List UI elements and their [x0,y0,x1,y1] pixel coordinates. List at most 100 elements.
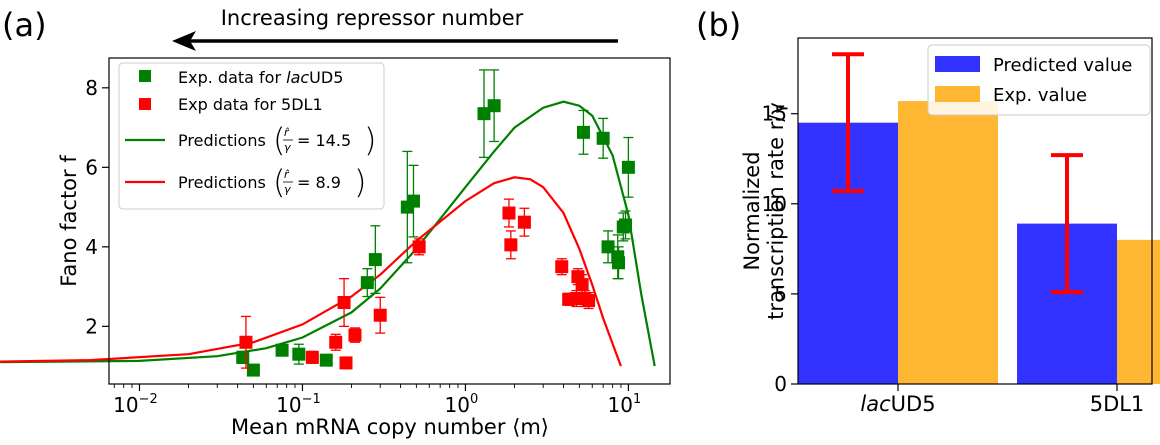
green_line-curve [0,100,656,367]
legend-label-red-points: Exp data for 5DL1 [178,95,323,114]
green_points-point-11 [576,109,590,155]
green_points-point-3 [292,343,306,365]
x-tick-label-0: 10−2 [113,392,158,417]
legend-label-green-line: Predictions [178,131,266,150]
b-y-tick-label-1: 5 [774,282,787,306]
marker [575,278,589,292]
panel-a-legend-box [118,62,385,210]
red_points-point-10 [517,207,531,237]
panel-b-legend-box [927,44,1151,116]
svg-text:r̂: r̂ [284,126,290,139]
arrow-head-icon [172,31,196,51]
red_points-point-4 [339,356,353,370]
marker [406,194,420,208]
panel-a-xlabel: Mean mRNA copy number ⟨m⟩ [231,415,549,439]
svg-text:= 8.9: = 8.9 [297,173,341,192]
svg-text:(: ( [273,121,285,159]
red_points-point-0 [239,315,253,369]
marker [239,335,253,349]
marker [246,363,260,377]
red_points-point-6 [373,296,387,334]
svg-text:(: ( [273,163,285,201]
marker [555,260,569,274]
red_points-point-3 [337,277,351,328]
b-y-tick-label-2: 10 [762,192,787,216]
b-x-tick-label-1: 5DL1 [1090,392,1145,416]
panel-b-ylabel-line2: transcription rate r/γ [764,102,788,320]
marker [502,206,516,220]
legend-swatch-predicted [935,56,980,72]
legend-label-predicted: Predicted value [993,55,1132,76]
red_points-point-9 [504,230,518,260]
red_points-point-1 [305,350,319,364]
marker [305,350,319,364]
panel-a-xticks: 10−2 10−1 100 101 [113,384,641,417]
legend-marker-red-points [139,98,151,110]
b-y-tick-label-0: 0 [774,372,787,396]
red_points-point-17 [582,291,596,310]
y-tick-label-2: 6 [85,155,98,179]
svg-text:r̂: r̂ [284,168,290,181]
svg-text:): ) [354,163,366,201]
b-y-tick-label-3: 15 [762,102,787,126]
green_points-point-13 [601,230,615,264]
marker [517,215,531,229]
green_points-point-5 [360,268,374,298]
marker [612,256,626,270]
marker [292,347,306,361]
marker [373,308,387,322]
legend-label-exp: Exp. value [993,85,1087,106]
x-tick-label-1: 10−1 [276,392,321,417]
panel-a-data [0,69,656,377]
marker [360,276,374,290]
y-tick-label-0: 2 [85,314,98,338]
green_points-point-4 [319,353,333,367]
marker [601,240,615,254]
marker [337,296,351,309]
svg-text:γ: γ [284,183,291,196]
svg-text:= 14.5: = 14.5 [297,131,351,150]
panel-a-yticks: 2 4 6 8 [85,76,109,338]
legend-swatch-exp [935,86,980,102]
green_points-point-10 [487,69,501,143]
panel-a-ylabel: Fano factor f [57,155,81,287]
marker [596,131,610,145]
panel-label-a: (a) [2,6,47,44]
marker [621,160,635,174]
bar-exp-0 [898,101,998,385]
panel-a-chart: 10−2 10−1 100 101 2 4 6 8 Mean mRNA copy numbe… [0,57,671,439]
green_points-point-2 [275,343,289,357]
y-tick-label-3: 8 [85,76,98,100]
bar-exp-1 [1117,239,1160,384]
green_points-point-15 [612,246,626,280]
green_points-point-1 [246,363,260,377]
marker [412,240,426,254]
panel-label-b: (b) [696,6,741,44]
panel-b-data [798,52,1160,385]
y-tick-label-1: 4 [85,235,98,259]
marker [582,294,596,308]
marker [504,238,518,252]
panel-b-xticks: lacUD5 5DL1 [860,384,1144,416]
legend-label-red-line: Predictions [178,173,266,192]
x-tick-label-3: 101 [608,392,642,417]
green_points-point-12 [596,117,610,159]
legend-label-green-points: Exp. data for lacUD5 [178,68,343,87]
panel-b-frame [797,37,1153,385]
marker [236,350,250,364]
panel-b-chart: 0 5 10 15 lacUD5 5DL1 Normalized transcripti… [740,37,1160,416]
red_points-point-2 [329,333,343,351]
red_points-point-5 [348,327,362,343]
green_points-point-6 [368,225,382,295]
panel-a-legend: Exp. data for lacUD5 Exp data for 5DL1 P… [118,62,385,210]
legend-formula-red: ( r̂ γ = 8.9 ) [273,163,366,201]
marker [368,253,382,267]
marker [576,125,590,139]
marker [339,356,353,370]
arrow-label: Increasing repressor number [221,6,524,30]
marker [487,99,501,113]
panel-b-ylabel-line1: Normalized [740,151,764,270]
green_points-point-0 [236,350,250,364]
error-bar-1 [1051,153,1083,295]
